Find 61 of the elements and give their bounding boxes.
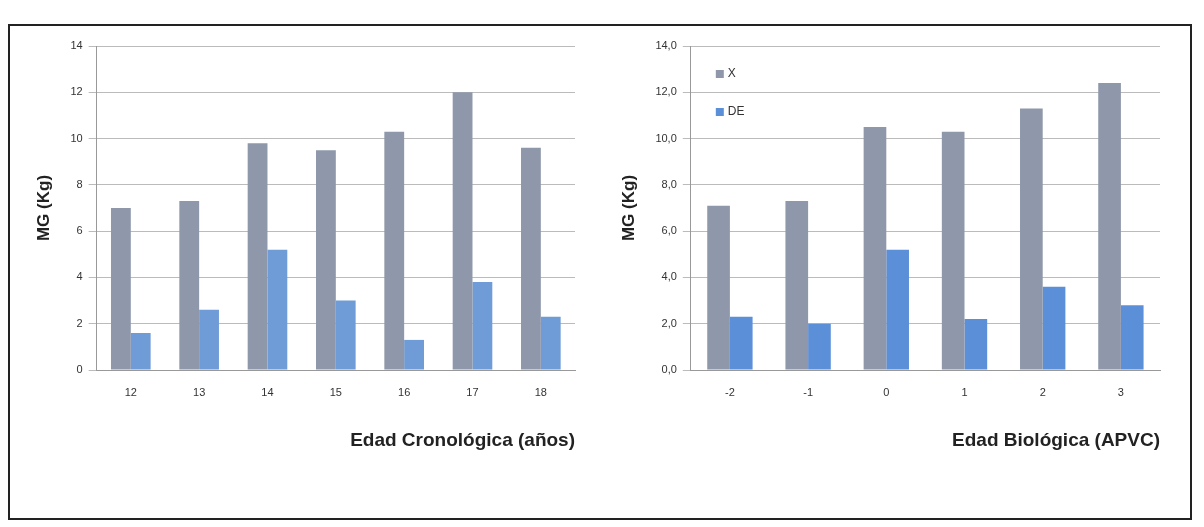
bar [1120, 305, 1144, 370]
y-tick-label: 8 [76, 177, 83, 190]
bar [863, 127, 887, 370]
bar [179, 201, 200, 370]
bar [1020, 108, 1043, 370]
bar [247, 143, 268, 370]
y-tick-label: 10,0 [655, 131, 677, 144]
bar [540, 316, 561, 370]
x-tick-label: -2 [725, 385, 735, 398]
bar [785, 201, 809, 370]
bar [199, 309, 219, 370]
y-tick-label: 10 [70, 131, 83, 144]
x-axis-title: Edad Biológica (APVC) [952, 428, 1160, 450]
y-tick-label: 2,0 [661, 316, 677, 329]
y-tick-label: 14,0 [655, 39, 677, 52]
y-tick-label: 6,0 [661, 224, 677, 237]
x-tick-label: 1 [961, 385, 968, 398]
y-tick-label: 4 [76, 270, 83, 283]
bar [335, 300, 356, 370]
y-tick-label: 2 [76, 316, 83, 329]
bar [404, 339, 424, 370]
y-tick-label: 12 [70, 85, 83, 98]
y-axis-title: MG (Kg) [33, 174, 53, 242]
bar [130, 332, 151, 370]
x-axis-title: Edad Cronológica (años) [350, 428, 575, 450]
legend-label: DE [727, 104, 745, 119]
bar [452, 92, 473, 370]
bar [384, 131, 405, 370]
bar [110, 208, 131, 370]
bar [808, 323, 831, 370]
x-tick-label: 13 [193, 385, 206, 398]
bar [964, 319, 988, 370]
y-tick-label: 14 [70, 39, 83, 52]
x-tick-label: 3 [1117, 385, 1124, 398]
bar [1042, 286, 1066, 370]
x-tick-label: 2 [1039, 385, 1046, 398]
bar [267, 249, 288, 370]
x-tick-label: 14 [261, 385, 274, 398]
x-tick-label: 12 [124, 385, 137, 398]
y-tick-label: 8,0 [661, 177, 677, 190]
bar [521, 147, 541, 370]
bar [707, 205, 730, 370]
x-tick-label: 0 [883, 385, 890, 398]
x-tick-label: -1 [803, 385, 813, 398]
x-tick-label: 15 [329, 385, 342, 398]
y-axis-title: MG (Kg) [618, 174, 638, 242]
x-tick-label: 17 [466, 385, 479, 398]
bar [886, 249, 909, 370]
x-tick-label: 18 [534, 385, 547, 398]
y-tick-label: 12,0 [655, 85, 677, 98]
bar [729, 316, 753, 370]
x-tick-label: 16 [398, 385, 411, 398]
bar [316, 150, 336, 370]
legend-label: X [727, 66, 736, 81]
y-tick-label: 0 [76, 363, 83, 376]
y-tick-label: 4,0 [661, 270, 677, 283]
y-tick-label: 0,0 [661, 363, 677, 376]
y-tick-label: 6 [76, 224, 83, 237]
bar [941, 131, 965, 370]
bar [472, 282, 493, 370]
bar [1098, 83, 1121, 370]
